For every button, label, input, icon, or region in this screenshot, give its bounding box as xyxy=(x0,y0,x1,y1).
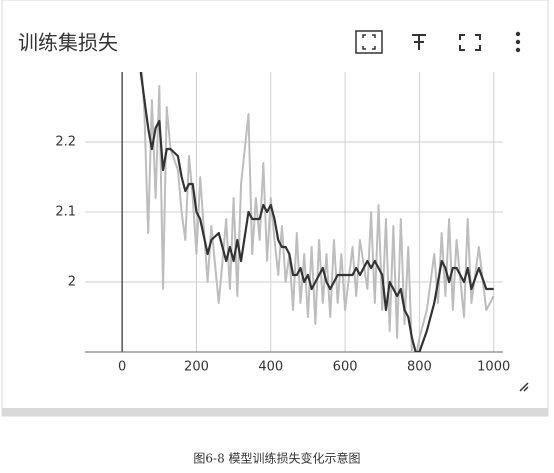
plot xyxy=(139,72,495,352)
series-line xyxy=(139,72,494,352)
card-footer xyxy=(2,408,548,416)
resize-icon[interactable] xyxy=(519,382,529,392)
fit-icon[interactable] xyxy=(355,30,383,54)
x-tick-label: 200 xyxy=(184,360,209,375)
pin-icon[interactable] xyxy=(412,34,426,50)
y-tick-label: 2 xyxy=(68,275,76,290)
chart-title: 训练集损失 xyxy=(18,31,118,55)
y-tick-label: 2.1 xyxy=(55,205,76,220)
x-tick-label: 1000 xyxy=(477,360,510,375)
fit-icon-inner xyxy=(362,34,376,50)
card xyxy=(1,0,549,417)
x-tick-label: 400 xyxy=(258,360,283,375)
x-tick-label: 600 xyxy=(333,360,358,375)
x-tick-label: 800 xyxy=(407,360,432,375)
x-tick-label: 0 xyxy=(118,360,126,375)
y-tick-label: 2.2 xyxy=(55,135,76,150)
menu-icon[interactable] xyxy=(515,31,521,53)
figure-caption: 图6-8 模型训练损失变化示意图 xyxy=(193,451,360,466)
series-line xyxy=(140,72,495,352)
toolbar xyxy=(355,30,481,54)
fullscreen-icon[interactable] xyxy=(459,34,481,51)
